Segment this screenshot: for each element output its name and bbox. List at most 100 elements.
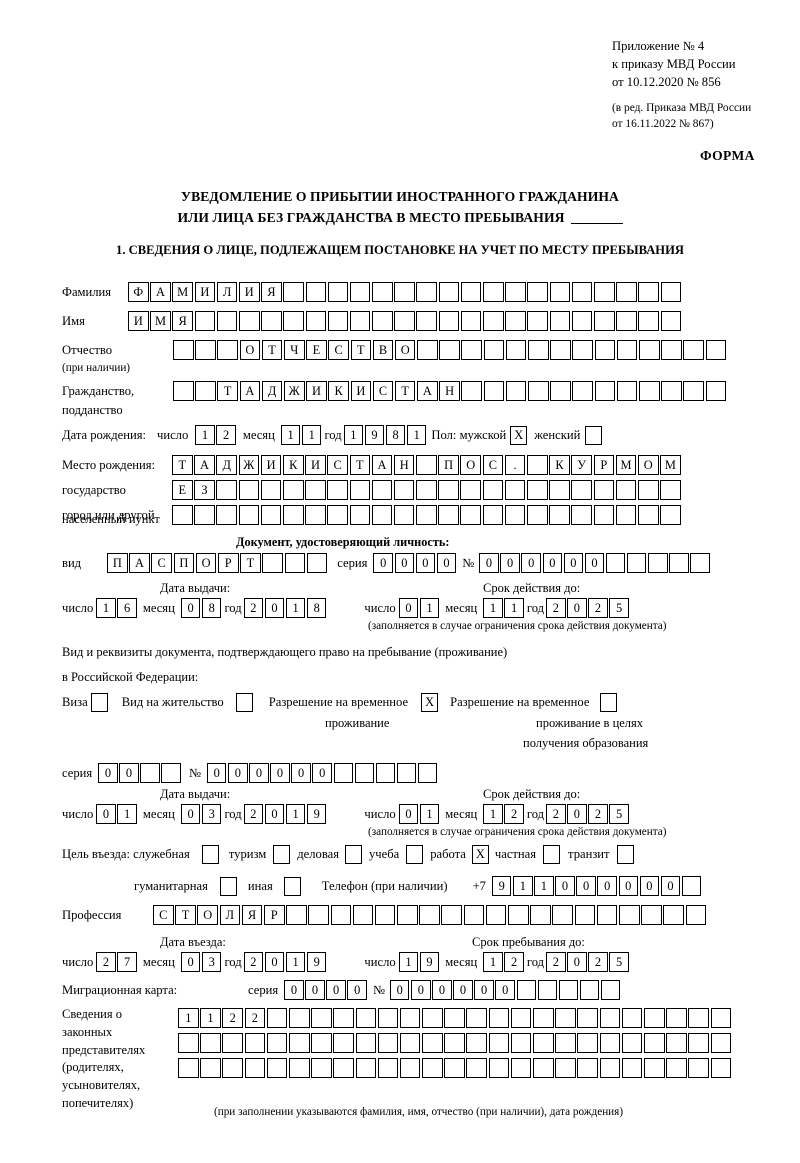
char-box[interactable] bbox=[660, 505, 681, 525]
char-box[interactable] bbox=[216, 480, 237, 500]
char-box[interactable] bbox=[483, 311, 504, 331]
purpose-tourism-checkbox[interactable] bbox=[273, 845, 291, 864]
char-box[interactable] bbox=[419, 905, 440, 925]
char-box[interactable]: 1 bbox=[513, 876, 533, 896]
char-box[interactable] bbox=[527, 455, 548, 475]
char-box[interactable]: 0 bbox=[398, 598, 419, 618]
char-box[interactable] bbox=[416, 282, 438, 302]
char-box[interactable] bbox=[416, 311, 438, 331]
char-box[interactable]: С bbox=[151, 553, 172, 573]
char-box[interactable] bbox=[555, 1058, 576, 1078]
char-box[interactable] bbox=[466, 1008, 488, 1028]
char-box[interactable] bbox=[530, 905, 551, 925]
char-box[interactable] bbox=[222, 1033, 243, 1053]
char-box[interactable] bbox=[550, 381, 571, 401]
char-box[interactable]: 1 bbox=[301, 425, 322, 445]
char-box[interactable]: 2 bbox=[588, 598, 608, 618]
char-box[interactable] bbox=[527, 505, 548, 525]
char-box[interactable] bbox=[710, 1058, 732, 1078]
char-box[interactable]: Н bbox=[393, 455, 415, 475]
char-box[interactable]: 0 bbox=[584, 553, 605, 573]
char-box[interactable] bbox=[333, 763, 354, 783]
char-box[interactable] bbox=[488, 1008, 510, 1028]
char-box[interactable]: 0 bbox=[180, 804, 201, 824]
char-box[interactable]: Т bbox=[172, 455, 193, 475]
char-box[interactable] bbox=[504, 505, 526, 525]
char-box[interactable]: 2 bbox=[504, 804, 524, 824]
char-box[interactable] bbox=[688, 1033, 709, 1053]
char-box[interactable] bbox=[283, 311, 304, 331]
char-box[interactable]: С bbox=[482, 455, 504, 475]
char-box[interactable] bbox=[416, 505, 437, 525]
char-box[interactable]: 6 bbox=[117, 598, 137, 618]
char-box[interactable] bbox=[637, 505, 659, 525]
char-box[interactable] bbox=[660, 311, 682, 331]
char-box[interactable] bbox=[528, 340, 549, 360]
char-box[interactable] bbox=[528, 381, 549, 401]
char-box[interactable] bbox=[593, 480, 615, 500]
char-box[interactable]: М bbox=[172, 282, 193, 302]
char-box[interactable]: 1 bbox=[343, 425, 364, 445]
char-box[interactable] bbox=[643, 1033, 665, 1053]
char-box[interactable]: О bbox=[637, 455, 659, 475]
char-box[interactable]: 5 bbox=[609, 952, 629, 972]
char-box[interactable]: 0 bbox=[521, 553, 541, 573]
char-box[interactable] bbox=[685, 905, 707, 925]
char-box[interactable]: 0 bbox=[394, 553, 415, 573]
char-box[interactable] bbox=[238, 311, 260, 331]
char-box[interactable]: 2 bbox=[504, 952, 524, 972]
char-box[interactable]: О bbox=[394, 340, 416, 360]
char-box[interactable] bbox=[444, 1058, 465, 1078]
char-box[interactable] bbox=[661, 340, 682, 360]
char-box[interactable]: З bbox=[194, 480, 215, 500]
char-box[interactable] bbox=[422, 1008, 443, 1028]
char-box[interactable]: 1 bbox=[285, 804, 306, 824]
char-box[interactable] bbox=[537, 980, 558, 1000]
char-box[interactable] bbox=[282, 480, 304, 500]
char-box[interactable]: 0 bbox=[436, 553, 457, 573]
char-box[interactable]: 0 bbox=[249, 763, 269, 783]
char-box[interactable] bbox=[690, 553, 710, 573]
char-box[interactable] bbox=[286, 905, 307, 925]
char-box[interactable]: Ж bbox=[238, 455, 260, 475]
char-box[interactable] bbox=[260, 480, 282, 500]
char-box[interactable] bbox=[681, 876, 702, 896]
char-box[interactable] bbox=[327, 282, 349, 302]
char-box[interactable] bbox=[327, 311, 349, 331]
purpose-humanitarian-checkbox[interactable] bbox=[219, 876, 237, 896]
char-box[interactable] bbox=[349, 311, 371, 331]
char-box[interactable] bbox=[172, 505, 193, 525]
char-box[interactable] bbox=[311, 1058, 332, 1078]
char-box[interactable] bbox=[505, 311, 526, 331]
char-box[interactable] bbox=[571, 282, 593, 302]
char-box[interactable] bbox=[305, 505, 326, 525]
char-box[interactable]: И bbox=[260, 455, 282, 475]
char-box[interactable] bbox=[549, 282, 571, 302]
char-box[interactable]: 0 bbox=[618, 876, 639, 896]
char-box[interactable]: 1 bbox=[285, 598, 306, 618]
char-box[interactable] bbox=[327, 505, 348, 525]
char-box[interactable] bbox=[416, 455, 437, 475]
char-box[interactable] bbox=[705, 381, 727, 401]
char-box[interactable] bbox=[371, 480, 393, 500]
char-box[interactable]: Я bbox=[172, 311, 193, 331]
char-box[interactable] bbox=[710, 1033, 732, 1053]
char-box[interactable] bbox=[195, 381, 216, 401]
char-box[interactable] bbox=[349, 480, 371, 500]
char-box[interactable] bbox=[705, 340, 727, 360]
char-box[interactable]: 0 bbox=[206, 763, 227, 783]
char-box[interactable] bbox=[466, 1033, 488, 1053]
char-box[interactable] bbox=[533, 1008, 554, 1028]
